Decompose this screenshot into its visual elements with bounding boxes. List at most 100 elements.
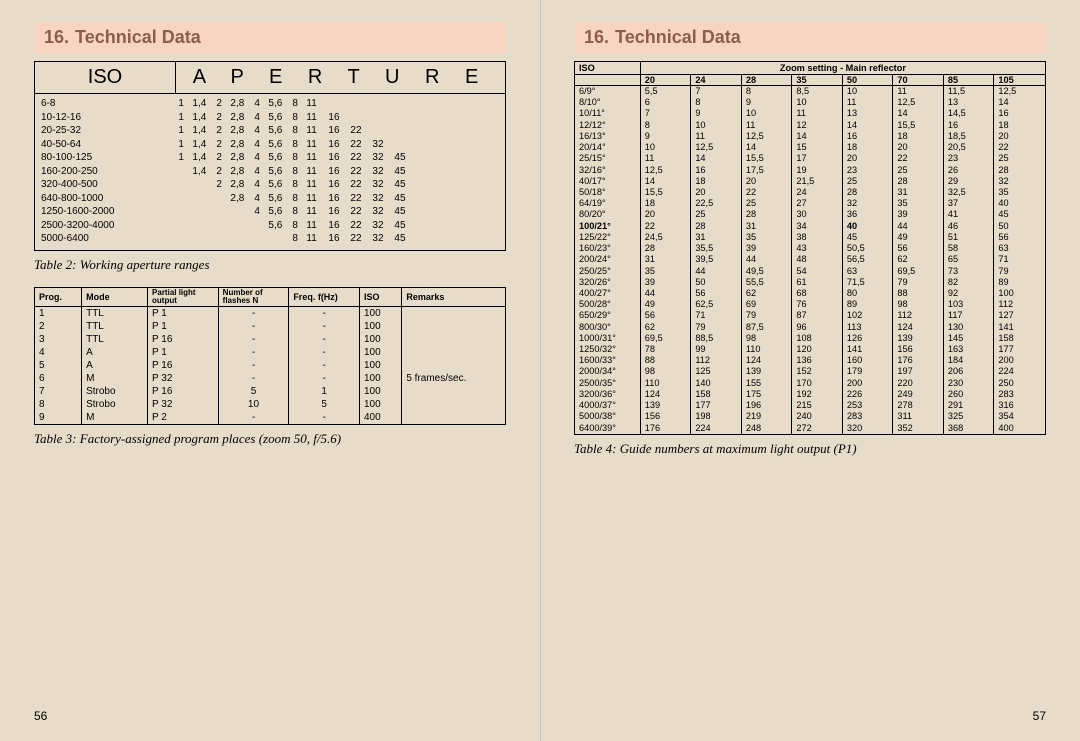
column-header: Prog.: [35, 287, 82, 306]
cell: [402, 385, 506, 398]
cell: 100: [359, 346, 401, 359]
iso-cell: 1600/33°: [575, 355, 641, 366]
cell: 206: [944, 366, 995, 377]
cell: 224: [994, 366, 1045, 377]
table2-aperture: ISO A P E R T U R E 6-811,422,845,681110…: [34, 61, 506, 251]
cell: 10: [742, 108, 793, 119]
cell: 55,5: [742, 277, 793, 288]
cell: 61: [792, 277, 843, 288]
cell: 8,5: [792, 86, 843, 97]
cell: 139: [742, 366, 793, 377]
table-row: 2500-3200-40005,681116223245: [41, 219, 499, 233]
cell: 9: [641, 131, 692, 142]
cell: 140: [691, 378, 742, 389]
cell: 100: [994, 288, 1045, 299]
iso-cell: 12/12°: [575, 120, 641, 131]
cell: 316: [994, 400, 1045, 411]
cell: -: [289, 411, 360, 425]
cell: 368: [944, 423, 995, 434]
cell: 127: [994, 310, 1045, 321]
cell: 1: [35, 306, 82, 320]
cell: 22: [641, 221, 692, 232]
cell: 192: [792, 389, 843, 400]
cell: 19: [792, 165, 843, 176]
cell: 87: [792, 310, 843, 321]
cell: 240: [792, 411, 843, 422]
iso-label: 160-200-250: [41, 165, 178, 179]
iso-cell: 6400/39°: [575, 423, 641, 434]
cell: 21,5: [792, 176, 843, 187]
cell: A: [82, 346, 148, 359]
cell: 12,5: [742, 131, 793, 142]
table-row: 9MP 2--400: [35, 411, 506, 425]
cell: 108: [792, 333, 843, 344]
cell: 28: [893, 176, 944, 187]
cell: 23: [843, 165, 894, 176]
cell: -: [218, 306, 289, 320]
cell: 124: [742, 355, 793, 366]
cell: 14: [843, 120, 894, 131]
table-row: 320/26°395055,56171,5798289: [575, 277, 1045, 288]
cell: 156: [641, 411, 692, 422]
cell: 260: [944, 389, 995, 400]
cell: 400: [994, 423, 1045, 434]
table-row: 2500/35°110140155170200220230250: [575, 378, 1045, 389]
cell: 283: [843, 411, 894, 422]
iso-cell: 250/25°: [575, 266, 641, 277]
cell: 50: [994, 221, 1045, 232]
cell: 28: [691, 221, 742, 232]
cell: 14: [641, 176, 692, 187]
cell: 15,5: [893, 120, 944, 131]
cell: 32: [994, 176, 1045, 187]
table-row: 25/15°111415,51720222325: [575, 153, 1045, 164]
cell: 63: [843, 266, 894, 277]
cell: 219: [742, 411, 793, 422]
iso-cell: 6/9°: [575, 86, 641, 97]
cell: 272: [792, 423, 843, 434]
iso-cell: 2500/35°: [575, 378, 641, 389]
cell: 18: [691, 176, 742, 187]
column-header: 28: [742, 75, 793, 85]
iso-label: 640-800-1000: [41, 192, 178, 206]
cell: 35: [893, 198, 944, 209]
cell: 38: [792, 232, 843, 243]
cell: 215: [792, 400, 843, 411]
cell: 278: [893, 400, 944, 411]
iso-cell: 16/13°: [575, 131, 641, 142]
cell: 8: [641, 120, 692, 131]
cell: P 16: [148, 359, 219, 372]
iso-cell: 20/14°: [575, 142, 641, 153]
cell: 110: [641, 378, 692, 389]
aperture-values: 1,422,845,681116223245: [178, 165, 499, 179]
cell: 40: [843, 221, 894, 232]
iso-cell: 100/21°: [575, 221, 641, 232]
cell: 28: [641, 243, 692, 254]
cell: 112: [893, 310, 944, 321]
table4-guide-numbers: ISO Zoom setting - Main reflector 202428…: [574, 61, 1046, 435]
cell: 8: [35, 398, 82, 411]
cell: 100: [359, 320, 401, 333]
cell: 5: [218, 385, 289, 398]
cell: 100: [359, 333, 401, 346]
table-row: 5000-640081116223245: [41, 232, 499, 246]
cell: 32: [843, 198, 894, 209]
cell: 11: [843, 97, 894, 108]
cell: 14: [893, 108, 944, 119]
cell: 124: [893, 322, 944, 333]
cell: 158: [994, 333, 1045, 344]
cell: 54: [792, 266, 843, 277]
iso-cell: 5000/38°: [575, 411, 641, 422]
cell: 311: [893, 411, 944, 422]
cell: -: [289, 320, 360, 333]
cell: 98: [641, 366, 692, 377]
table-row: 320-400-50022,845,681116223245: [41, 178, 499, 192]
aperture-values: 11,422,845,68111622: [178, 124, 499, 138]
aperture-values: 81116223245: [178, 232, 499, 246]
table-row: 40-50-6411,422,845,6811162232: [41, 138, 499, 152]
cell: 98: [893, 299, 944, 310]
cell: 124: [641, 389, 692, 400]
cell: 100: [359, 372, 401, 385]
iso-cell: 160/23°: [575, 243, 641, 254]
cell: 11: [893, 86, 944, 97]
table-row: 10-12-1611,422,845,681116: [41, 111, 499, 125]
